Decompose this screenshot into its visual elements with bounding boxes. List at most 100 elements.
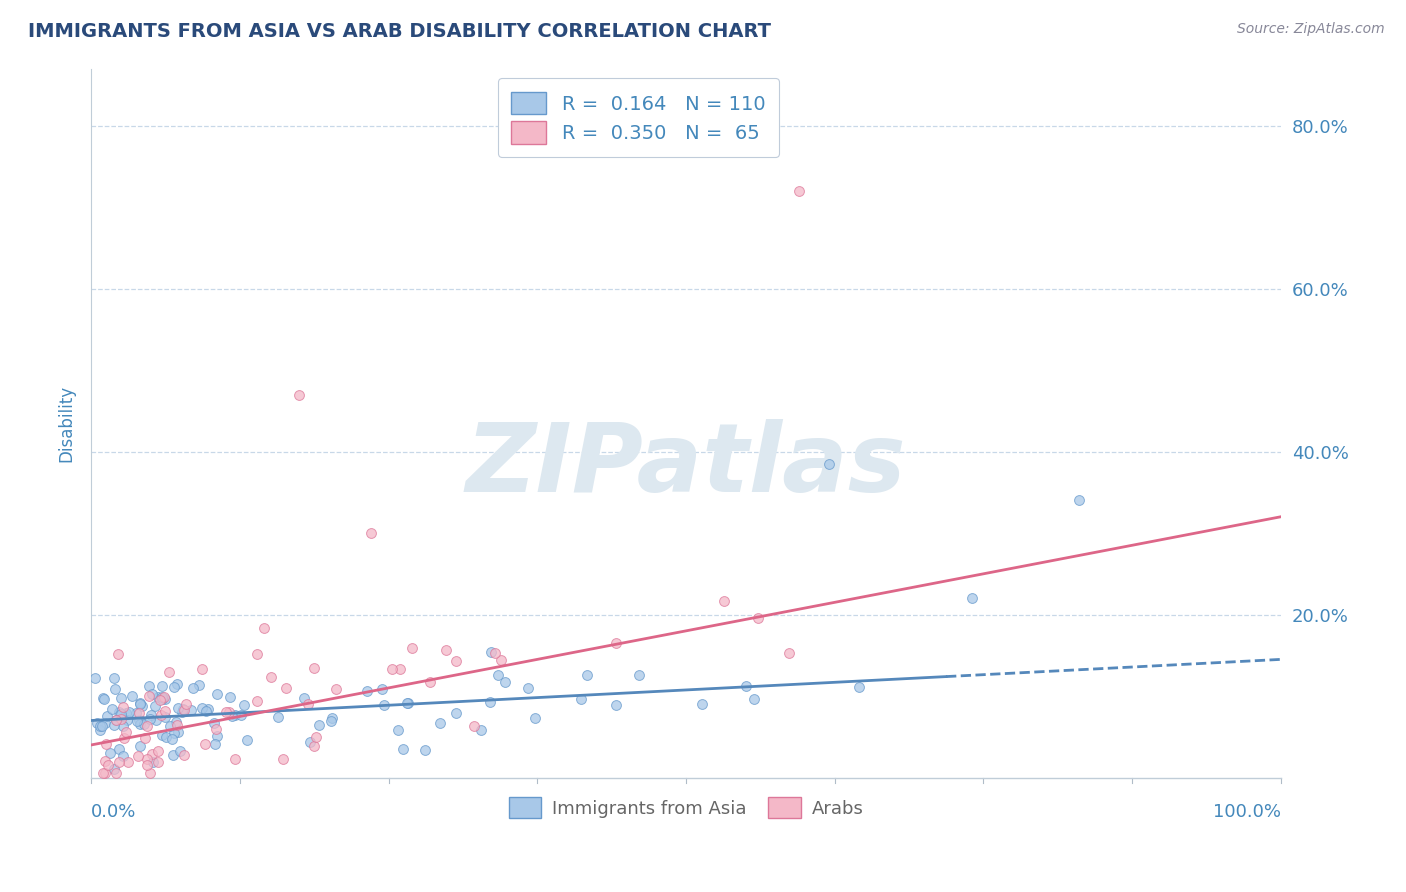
Point xyxy=(516,681,538,695)
Point xyxy=(734,679,756,693)
Point xyxy=(274,681,297,695)
Point xyxy=(141,747,163,761)
Text: Source: ZipAtlas.com: Source: ZipAtlas.com xyxy=(1237,22,1385,37)
Point xyxy=(166,717,188,731)
Point xyxy=(236,733,259,747)
Point xyxy=(128,706,150,720)
Point xyxy=(180,703,202,717)
Point xyxy=(134,731,156,745)
Point xyxy=(484,646,506,660)
Point xyxy=(146,744,169,758)
Point xyxy=(115,725,138,739)
Point xyxy=(297,698,319,712)
Point xyxy=(381,662,404,676)
Point xyxy=(524,710,547,724)
Point xyxy=(373,698,395,712)
Point xyxy=(167,701,190,715)
Point xyxy=(569,692,592,706)
Text: 100.0%: 100.0% xyxy=(1213,803,1281,821)
Point xyxy=(93,692,115,706)
Point xyxy=(107,647,129,661)
Point xyxy=(787,184,810,198)
Point xyxy=(172,706,194,720)
Point xyxy=(145,699,167,714)
Point xyxy=(204,737,226,751)
Point xyxy=(129,696,152,710)
Point xyxy=(139,766,162,780)
Point xyxy=(188,678,211,692)
Point xyxy=(136,752,159,766)
Point xyxy=(162,748,184,763)
Point xyxy=(395,696,418,710)
Point xyxy=(848,681,870,695)
Point xyxy=(112,719,135,733)
Text: ZIPatlas: ZIPatlas xyxy=(465,419,907,512)
Point xyxy=(202,716,225,731)
Point xyxy=(84,672,107,686)
Point xyxy=(124,706,146,720)
Point xyxy=(267,710,290,724)
Point xyxy=(253,621,276,635)
Point xyxy=(628,668,651,682)
Legend: Immigrants from Asia, Arabs: Immigrants from Asia, Arabs xyxy=(502,790,870,825)
Point xyxy=(112,731,135,745)
Point xyxy=(305,730,328,744)
Point xyxy=(1067,493,1090,508)
Point xyxy=(105,713,128,727)
Point xyxy=(429,715,451,730)
Point xyxy=(103,762,125,776)
Point xyxy=(157,665,180,680)
Point xyxy=(960,591,983,606)
Point xyxy=(114,706,136,720)
Point xyxy=(246,647,269,661)
Point xyxy=(91,766,114,780)
Point xyxy=(191,662,214,676)
Point xyxy=(131,699,153,714)
Point xyxy=(153,710,176,724)
Point xyxy=(142,755,165,769)
Point xyxy=(105,713,128,727)
Point xyxy=(302,739,325,753)
Point xyxy=(605,698,627,712)
Point xyxy=(273,752,295,766)
Point xyxy=(747,611,769,625)
Point xyxy=(103,671,125,685)
Point xyxy=(292,690,315,705)
Point xyxy=(112,748,135,763)
Point xyxy=(94,754,117,768)
Point xyxy=(197,702,219,716)
Point xyxy=(138,679,160,693)
Point xyxy=(153,704,176,718)
Point xyxy=(387,723,409,737)
Point xyxy=(110,712,132,726)
Point xyxy=(690,697,713,711)
Point xyxy=(138,690,160,704)
Point xyxy=(494,674,516,689)
Point xyxy=(576,668,599,682)
Point xyxy=(221,708,243,723)
Point xyxy=(401,641,423,656)
Point xyxy=(129,739,152,753)
Point xyxy=(103,718,125,732)
Point xyxy=(107,741,129,756)
Point xyxy=(360,526,382,541)
Point xyxy=(444,654,467,668)
Point xyxy=(108,756,131,770)
Point xyxy=(204,722,226,736)
Point xyxy=(105,766,128,780)
Y-axis label: Disability: Disability xyxy=(58,384,75,461)
Point xyxy=(181,681,204,695)
Point xyxy=(155,731,177,745)
Point xyxy=(419,675,441,690)
Point xyxy=(173,703,195,717)
Point xyxy=(159,718,181,732)
Point xyxy=(150,679,173,693)
Point xyxy=(89,723,111,737)
Point xyxy=(713,594,735,608)
Point xyxy=(218,706,240,720)
Point xyxy=(446,706,468,720)
Point xyxy=(605,636,627,650)
Point xyxy=(160,731,183,746)
Point xyxy=(392,742,415,756)
Point xyxy=(260,670,283,684)
